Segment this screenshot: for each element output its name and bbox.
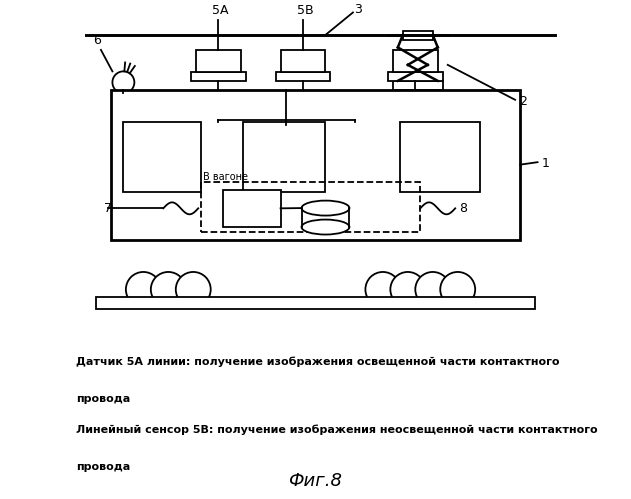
Text: 5В: 5В (297, 4, 314, 17)
Circle shape (391, 272, 425, 307)
Circle shape (176, 272, 211, 307)
Bar (223, 190, 281, 227)
Circle shape (440, 272, 475, 307)
Bar (276, 72, 331, 81)
Text: 6: 6 (93, 34, 101, 47)
Text: Фиг.8: Фиг.8 (288, 472, 343, 490)
Bar (388, 72, 443, 81)
Text: провода: провода (76, 394, 130, 404)
Bar (201, 182, 420, 232)
Circle shape (151, 272, 186, 307)
Bar (281, 50, 326, 72)
Text: 3: 3 (354, 3, 362, 16)
Bar (124, 122, 201, 192)
Circle shape (365, 272, 400, 307)
Ellipse shape (302, 220, 350, 235)
Bar (393, 50, 438, 72)
Text: 8: 8 (459, 202, 467, 215)
Bar (111, 90, 520, 240)
Bar (96, 297, 535, 309)
Circle shape (415, 272, 451, 307)
Ellipse shape (302, 201, 350, 216)
Circle shape (112, 71, 134, 93)
Bar (400, 122, 480, 192)
Text: Датчик 5А линии: получение изображения освещенной части контактного: Датчик 5А линии: получение изображения о… (76, 357, 560, 367)
Text: 1: 1 (541, 157, 550, 170)
Bar (403, 31, 433, 40)
Text: 2: 2 (519, 95, 527, 108)
Text: 5А: 5А (213, 4, 229, 17)
Bar (393, 81, 443, 90)
Text: провода: провода (76, 462, 130, 472)
Bar (191, 72, 245, 81)
Bar (196, 50, 240, 72)
Text: 7: 7 (104, 202, 112, 215)
Circle shape (126, 272, 161, 307)
Bar (243, 122, 326, 192)
Text: В вагоне: В вагоне (203, 172, 248, 182)
Text: Линейный сенсор 5В: получение изображения неосвещенной части контактного: Линейный сенсор 5В: получение изображени… (76, 424, 598, 435)
